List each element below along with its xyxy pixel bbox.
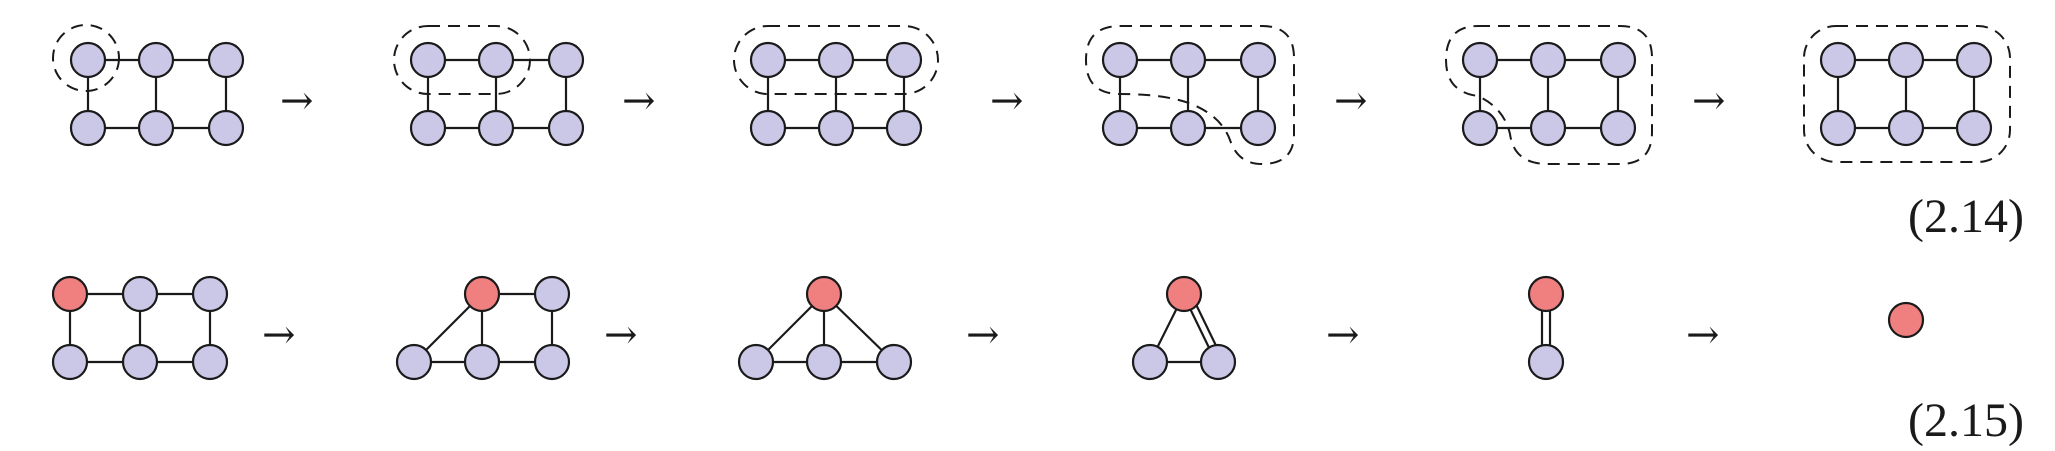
vertex <box>121 275 159 313</box>
vertex <box>817 109 855 147</box>
vertex <box>1887 109 1925 147</box>
vertex <box>1101 41 1139 79</box>
vertex <box>191 275 229 313</box>
vertex <box>69 109 107 147</box>
vertex <box>1599 109 1637 147</box>
highlighted-vertex <box>463 275 501 313</box>
vertex <box>51 343 89 381</box>
vertex <box>1819 109 1857 147</box>
vertex <box>1887 41 1925 79</box>
arrow: → <box>1692 78 1726 124</box>
vertex <box>1199 343 1237 381</box>
ladder-panel-2 <box>393 25 585 147</box>
vertex <box>885 41 923 79</box>
highlighted-vertex <box>51 275 89 313</box>
vertex <box>1599 41 1637 79</box>
vertex <box>477 41 515 79</box>
contraction-panel-3 <box>737 275 913 381</box>
vertex <box>817 41 855 79</box>
vertex <box>137 109 175 147</box>
arrow: → <box>604 312 638 358</box>
contraction-panel-4 <box>1131 275 1237 381</box>
contraction-panel-1 <box>51 275 229 381</box>
contraction-panel-5 <box>1527 275 1565 381</box>
vertex <box>409 109 447 147</box>
vertex <box>875 343 913 381</box>
highlighted-vertex <box>1527 275 1565 313</box>
dashed-group <box>733 25 939 95</box>
dashed-group <box>1803 25 2011 163</box>
ladder-panel-5 <box>1444 25 1653 165</box>
vertex <box>1529 109 1567 147</box>
highlighted-vertex <box>1887 301 1925 339</box>
arrow: → <box>622 78 656 124</box>
dashed-group <box>393 25 531 95</box>
equation-label-2-14: (2.14) <box>1908 190 2024 243</box>
vertex <box>1819 41 1857 79</box>
row-2-15: → → → <box>51 275 2024 447</box>
ladder-panel-6 <box>1803 25 2011 163</box>
arrow: → <box>280 78 314 124</box>
dashed-group <box>1444 25 1653 165</box>
vertex <box>1529 41 1567 79</box>
vertex <box>1131 343 1169 381</box>
vertex <box>1169 41 1207 79</box>
vertex <box>207 109 245 147</box>
contraction-panel-6 <box>1887 301 1925 339</box>
vertex <box>1461 109 1499 147</box>
vertex <box>533 275 571 313</box>
vertex <box>1239 41 1277 79</box>
vertex <box>749 41 787 79</box>
vertex <box>395 343 433 381</box>
vertex <box>547 41 585 79</box>
row-2-14: → → <box>52 24 2024 243</box>
vertex <box>1461 41 1499 79</box>
vertex <box>1955 41 1993 79</box>
vertex <box>1239 109 1277 147</box>
vertex <box>477 109 515 147</box>
equation-label-2-15: (2.15) <box>1908 394 2024 447</box>
arrow: → <box>1326 312 1360 358</box>
vertex <box>1955 109 1993 147</box>
contraction-panel-2 <box>395 275 571 381</box>
vertex <box>69 41 107 79</box>
ladder-panel-3 <box>733 25 939 147</box>
vertex <box>137 41 175 79</box>
vertex <box>805 343 843 381</box>
vertex <box>547 109 585 147</box>
vertex <box>533 343 571 381</box>
arrow: → <box>1334 78 1368 124</box>
highlighted-vertex <box>805 275 843 313</box>
vertex <box>1527 343 1565 381</box>
arrow: → <box>262 312 296 358</box>
arrow: → <box>1686 312 1720 358</box>
vertex <box>463 343 501 381</box>
arrow: → <box>966 312 1000 358</box>
vertex <box>207 41 245 79</box>
vertex <box>737 343 775 381</box>
vertex <box>191 343 229 381</box>
dashed-group <box>52 24 120 92</box>
arrow: → <box>990 78 1024 124</box>
vertex <box>1101 109 1139 147</box>
ladder-panel-1 <box>52 24 245 147</box>
highlighted-vertex <box>1165 275 1203 313</box>
dashed-group <box>1084 25 1295 166</box>
vertex <box>1169 109 1207 147</box>
vertex <box>121 343 159 381</box>
vertex <box>749 109 787 147</box>
ladder-panel-4 <box>1084 25 1295 166</box>
vertex <box>885 109 923 147</box>
vertex <box>409 41 447 79</box>
